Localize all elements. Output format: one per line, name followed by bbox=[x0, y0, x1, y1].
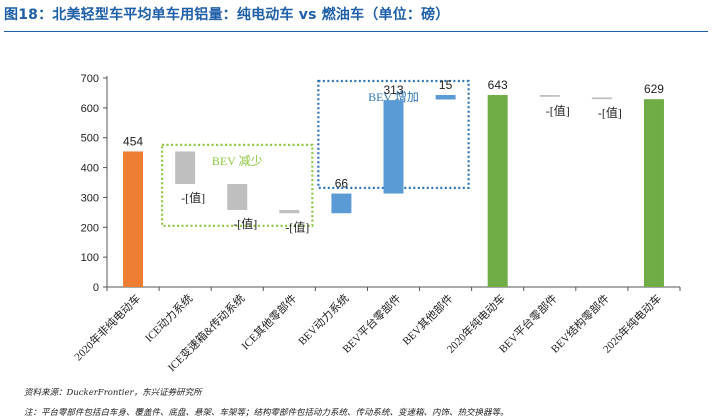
data-label: -[值] bbox=[546, 103, 570, 118]
data-label: 629 bbox=[644, 82, 664, 96]
bar-decrease bbox=[539, 95, 560, 97]
data-labels: 454 -[值] -[值] -[值] 66 313 15 643 -[值] -[值] 629 bbox=[123, 78, 664, 234]
footnote: 注：平台零部件包括白车身、覆盖件、底盘、悬架、车架等；结构零部件包括动力系统、传… bbox=[24, 408, 509, 418]
y-tick-label: 200 bbox=[81, 222, 99, 234]
x-axis-ticks: 2020年非纯电动车 ICE动力系统ICE变速箱&传动系统ICE其他零部件BEV动… bbox=[71, 287, 681, 374]
y-tick-label: 300 bbox=[81, 192, 99, 204]
bar-decrease bbox=[227, 183, 248, 210]
y-tick-label: 500 bbox=[81, 133, 99, 145]
bar-decrease bbox=[175, 151, 196, 184]
y-tick-label: 400 bbox=[81, 163, 99, 175]
group-caption: BEV 增加 bbox=[368, 90, 419, 104]
y-tick-label: 0 bbox=[93, 282, 99, 294]
y-tick-label: 600 bbox=[81, 103, 99, 115]
data-label: 15 bbox=[439, 78, 453, 92]
y-tick-label: 700 bbox=[81, 73, 99, 85]
chart-frame bbox=[106, 76, 680, 288]
bar-decrease bbox=[279, 209, 300, 214]
data-label: -[值] bbox=[598, 105, 622, 120]
group-caption: BEV 减少 bbox=[212, 154, 263, 168]
group-box bbox=[160, 143, 314, 227]
data-label: 643 bbox=[488, 78, 508, 92]
bar-increase bbox=[383, 100, 404, 194]
y-axis-ticks: 0 100 200 300 400 500 600 700 bbox=[81, 73, 107, 294]
source-note: 资料来源：DuckerFrontier，东兴证券研究所 bbox=[24, 388, 202, 398]
bar-total bbox=[123, 151, 144, 287]
data-label: 454 bbox=[123, 134, 143, 148]
x-tick-label: ICE其他零部件 bbox=[238, 291, 299, 352]
bar-decrease bbox=[591, 97, 612, 100]
x-tick-label: BEV动力系统 bbox=[296, 292, 352, 348]
x-tick-label: 2020年非纯电动车 bbox=[71, 291, 143, 363]
bar-total bbox=[487, 95, 508, 287]
data-label: 66 bbox=[335, 177, 349, 191]
data-label: -[值] bbox=[233, 216, 257, 231]
data-label: -[值] bbox=[181, 190, 205, 205]
data-label: 313 bbox=[383, 83, 403, 97]
x-tick-label: BEV其他部件 bbox=[399, 291, 456, 348]
bar-total bbox=[643, 99, 664, 287]
bar-marks bbox=[123, 95, 664, 287]
bar-increase bbox=[435, 95, 456, 100]
x-tick-label: ICE动力系统 bbox=[142, 292, 195, 345]
data-label: -[值] bbox=[285, 219, 309, 234]
bar-increase bbox=[331, 193, 352, 214]
title-underline bbox=[4, 31, 708, 32]
group-boxes: BEV 减少 BEV 增加 bbox=[160, 79, 470, 227]
y-tick-label: 100 bbox=[81, 252, 99, 264]
group-box bbox=[317, 79, 470, 189]
figure-title: 图18：北美轻型车平均单车用铝量：纯电动车 vs 燃油车（单位：磅） bbox=[4, 7, 450, 23]
